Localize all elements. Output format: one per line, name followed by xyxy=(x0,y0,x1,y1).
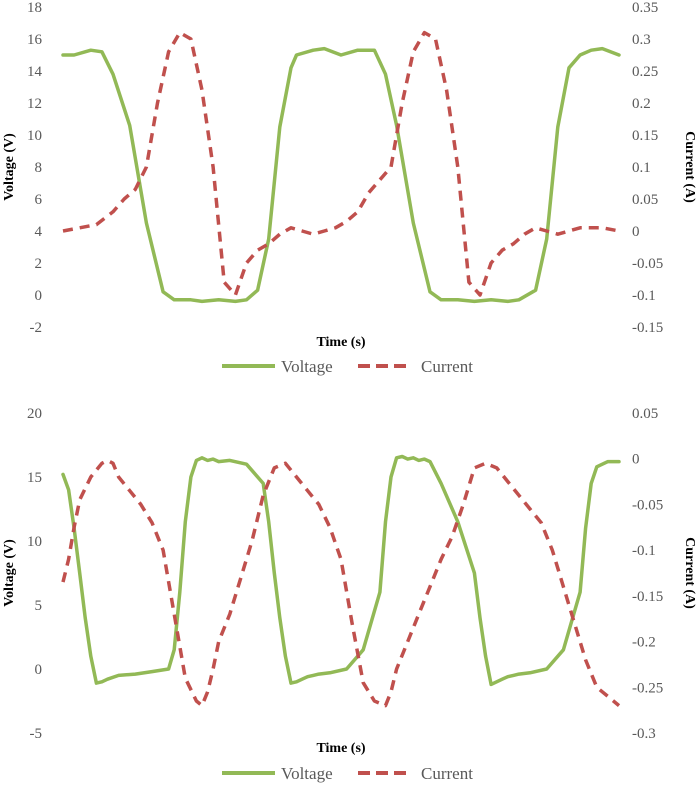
chart2-legend-label-current: Current xyxy=(421,764,473,783)
chart1-legend-label-voltage: Voltage xyxy=(281,357,333,376)
chart1-x-axis-title: Time (s) xyxy=(316,335,365,350)
chart2-left-tick-label: -5 xyxy=(30,726,43,742)
chart1-left-tick-label: 12 xyxy=(27,96,42,112)
chart2-left-tick-label: 0 xyxy=(35,662,43,678)
chart2-right-tick-label: -0.25 xyxy=(632,680,663,696)
chart1-right-tick-label: 0.1 xyxy=(632,160,651,176)
chart1-left-tick-label: 16 xyxy=(27,32,43,48)
chart1-left-tick-label: 2 xyxy=(35,256,43,272)
chart2-left-tick-label: 5 xyxy=(35,598,43,614)
chart2-right-tick-label: 0.05 xyxy=(632,406,658,422)
chart1-series-voltage-line xyxy=(61,46,621,304)
chart2-y2-axis-title: Current (A) xyxy=(682,537,697,609)
chart1-series-current-line xyxy=(62,30,620,297)
chart1-right-tick-label: 0.25 xyxy=(632,64,658,80)
chart1-left-tick-label: 6 xyxy=(35,192,43,208)
chart1-right-tick-label: 0.15 xyxy=(632,128,658,144)
chart2-y-axis-title: Voltage (V) xyxy=(2,539,17,607)
chart2-right-tick-label: -0.15 xyxy=(632,589,663,605)
chart1-right-tick-label: -0.1 xyxy=(632,288,656,304)
chart1-right-tick-label: -0.15 xyxy=(632,320,663,336)
chart1-right-tick-label: 0 xyxy=(632,224,640,240)
chart1-right-tick-label: 0.35 xyxy=(632,0,658,16)
chart2-series-voltage-line xyxy=(61,454,621,687)
chart2-series-current-line xyxy=(61,458,621,708)
chart1-right-tick-label: 0.05 xyxy=(632,192,658,208)
chart1-y2-axis-title: Current (A) xyxy=(682,131,697,203)
chart1-left-tick-label: 4 xyxy=(35,224,43,240)
chart2-left-tick-label: 10 xyxy=(27,534,42,550)
chart1-right-tick-label: -0.05 xyxy=(632,256,663,272)
chart1-y-axis-title: Voltage (V) xyxy=(2,133,17,201)
chart2-right-tick-label: 0 xyxy=(632,452,640,468)
chart2-right-tick-label: -0.1 xyxy=(632,543,656,559)
chart1-left-tick-label: 0 xyxy=(35,288,43,304)
chart2-left-tick-label: 15 xyxy=(27,470,42,486)
chart1-right-tick-label: 0.2 xyxy=(632,96,651,112)
chart1-left-tick-label: 18 xyxy=(27,0,42,16)
chart2-right-tick-label: -0.05 xyxy=(632,497,663,513)
chart2-legend-label-voltage: Voltage xyxy=(281,764,333,783)
chart2-left-tick-label: 20 xyxy=(27,406,42,422)
chart1-legend-label-current: Current xyxy=(421,357,473,376)
chart2-x-axis-title: Time (s) xyxy=(316,741,365,756)
chart1-left-tick-label: 8 xyxy=(35,160,43,176)
chart1-left-tick-label: -2 xyxy=(30,320,43,336)
chart2-right-tick-label: -0.2 xyxy=(632,635,656,651)
chart1-right-tick-label: 0.3 xyxy=(632,32,651,48)
chart2-right-tick-label: -0.3 xyxy=(632,726,656,742)
chart1-left-tick-label: 10 xyxy=(27,128,42,144)
chart1-left-tick-label: 14 xyxy=(27,64,43,80)
